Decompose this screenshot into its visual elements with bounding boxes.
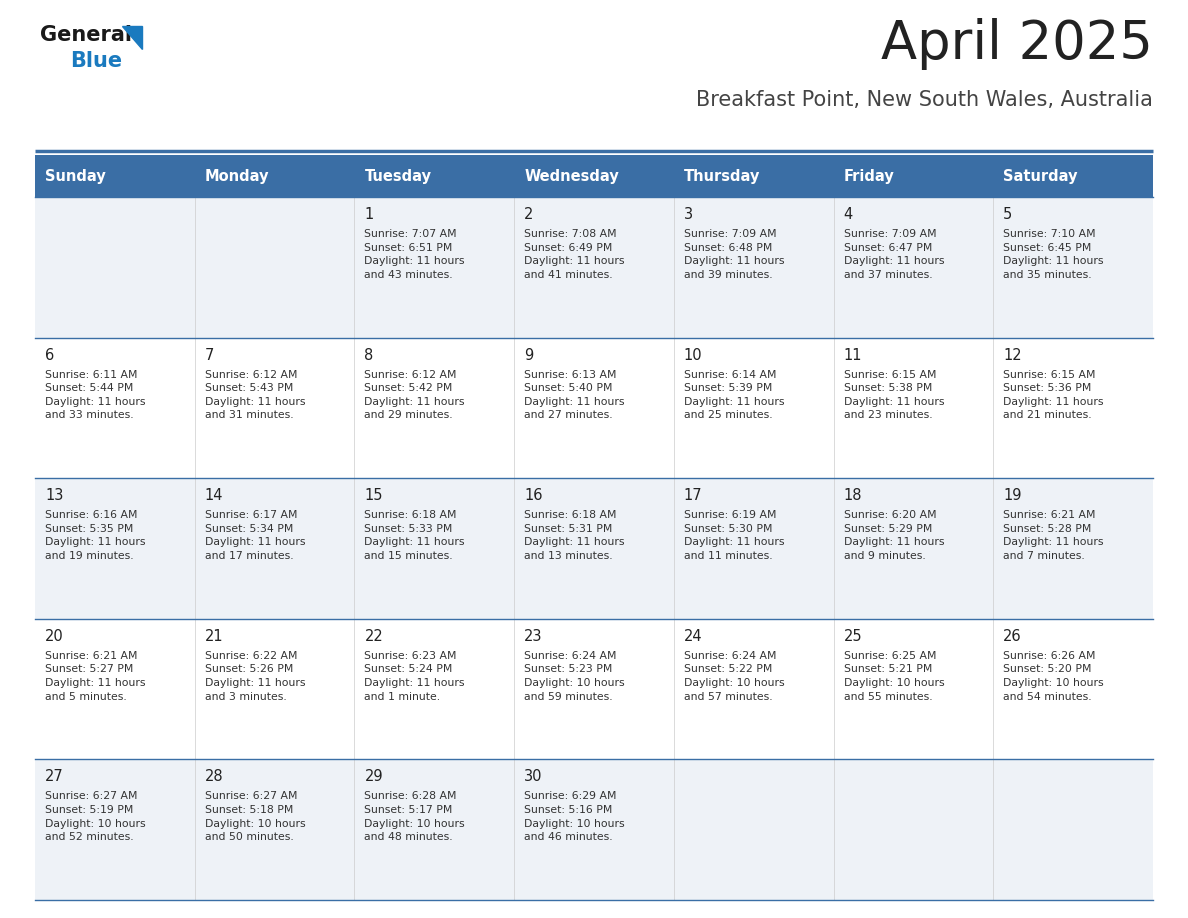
Text: Sunrise: 6:19 AM
Sunset: 5:30 PM
Daylight: 11 hours
and 11 minutes.: Sunrise: 6:19 AM Sunset: 5:30 PM Dayligh… xyxy=(684,510,784,561)
Text: Sunrise: 6:23 AM
Sunset: 5:24 PM
Daylight: 11 hours
and 1 minute.: Sunrise: 6:23 AM Sunset: 5:24 PM Dayligh… xyxy=(365,651,465,701)
Text: 27: 27 xyxy=(45,769,64,784)
Text: 12: 12 xyxy=(1004,348,1022,363)
Text: 21: 21 xyxy=(204,629,223,644)
Text: Sunrise: 6:18 AM
Sunset: 5:33 PM
Daylight: 11 hours
and 15 minutes.: Sunrise: 6:18 AM Sunset: 5:33 PM Dayligh… xyxy=(365,510,465,561)
Text: 10: 10 xyxy=(684,348,702,363)
Bar xyxy=(34,478,1154,619)
Text: 9: 9 xyxy=(524,348,533,363)
Text: Sunrise: 6:13 AM
Sunset: 5:40 PM
Daylight: 11 hours
and 27 minutes.: Sunrise: 6:13 AM Sunset: 5:40 PM Dayligh… xyxy=(524,370,625,420)
Text: Sunrise: 6:27 AM
Sunset: 5:18 PM
Daylight: 10 hours
and 50 minutes.: Sunrise: 6:27 AM Sunset: 5:18 PM Dayligh… xyxy=(204,791,305,842)
Text: Sunrise: 6:28 AM
Sunset: 5:17 PM
Daylight: 10 hours
and 48 minutes.: Sunrise: 6:28 AM Sunset: 5:17 PM Dayligh… xyxy=(365,791,465,842)
Text: 14: 14 xyxy=(204,488,223,503)
Text: 29: 29 xyxy=(365,769,383,784)
Text: 22: 22 xyxy=(365,629,384,644)
Text: 3: 3 xyxy=(684,207,693,222)
Text: Sunrise: 6:25 AM
Sunset: 5:21 PM
Daylight: 10 hours
and 55 minutes.: Sunrise: 6:25 AM Sunset: 5:21 PM Dayligh… xyxy=(843,651,944,701)
Text: Sunday: Sunday xyxy=(45,169,106,184)
Text: 16: 16 xyxy=(524,488,543,503)
Text: Sunrise: 7:09 AM
Sunset: 6:48 PM
Daylight: 11 hours
and 39 minutes.: Sunrise: 7:09 AM Sunset: 6:48 PM Dayligh… xyxy=(684,229,784,280)
Text: Sunrise: 6:27 AM
Sunset: 5:19 PM
Daylight: 10 hours
and 52 minutes.: Sunrise: 6:27 AM Sunset: 5:19 PM Dayligh… xyxy=(45,791,146,842)
Bar xyxy=(34,759,1154,900)
Text: Sunrise: 6:12 AM
Sunset: 5:42 PM
Daylight: 11 hours
and 29 minutes.: Sunrise: 6:12 AM Sunset: 5:42 PM Dayligh… xyxy=(365,370,465,420)
Text: Sunrise: 6:17 AM
Sunset: 5:34 PM
Daylight: 11 hours
and 17 minutes.: Sunrise: 6:17 AM Sunset: 5:34 PM Dayligh… xyxy=(204,510,305,561)
Text: Wednesday: Wednesday xyxy=(524,169,619,184)
Text: Sunrise: 6:15 AM
Sunset: 5:36 PM
Daylight: 11 hours
and 21 minutes.: Sunrise: 6:15 AM Sunset: 5:36 PM Dayligh… xyxy=(1004,370,1104,420)
Bar xyxy=(34,338,1154,478)
Text: Sunrise: 6:14 AM
Sunset: 5:39 PM
Daylight: 11 hours
and 25 minutes.: Sunrise: 6:14 AM Sunset: 5:39 PM Dayligh… xyxy=(684,370,784,420)
Text: Sunrise: 6:15 AM
Sunset: 5:38 PM
Daylight: 11 hours
and 23 minutes.: Sunrise: 6:15 AM Sunset: 5:38 PM Dayligh… xyxy=(843,370,944,420)
Text: Saturday: Saturday xyxy=(1004,169,1078,184)
Text: 15: 15 xyxy=(365,488,383,503)
Text: 11: 11 xyxy=(843,348,862,363)
Text: Blue: Blue xyxy=(70,51,122,71)
Text: 19: 19 xyxy=(1004,488,1022,503)
Text: Sunrise: 7:09 AM
Sunset: 6:47 PM
Daylight: 11 hours
and 37 minutes.: Sunrise: 7:09 AM Sunset: 6:47 PM Dayligh… xyxy=(843,229,944,280)
Text: 4: 4 xyxy=(843,207,853,222)
Text: Monday: Monday xyxy=(204,169,270,184)
Bar xyxy=(34,619,1154,759)
Text: 13: 13 xyxy=(45,488,63,503)
Text: 1: 1 xyxy=(365,207,374,222)
Text: 26: 26 xyxy=(1004,629,1022,644)
Text: 2: 2 xyxy=(524,207,533,222)
Text: Sunrise: 6:21 AM
Sunset: 5:28 PM
Daylight: 11 hours
and 7 minutes.: Sunrise: 6:21 AM Sunset: 5:28 PM Dayligh… xyxy=(1004,510,1104,561)
Text: April 2025: April 2025 xyxy=(881,18,1154,70)
Text: Sunrise: 6:18 AM
Sunset: 5:31 PM
Daylight: 11 hours
and 13 minutes.: Sunrise: 6:18 AM Sunset: 5:31 PM Dayligh… xyxy=(524,510,625,561)
Text: Sunrise: 6:11 AM
Sunset: 5:44 PM
Daylight: 11 hours
and 33 minutes.: Sunrise: 6:11 AM Sunset: 5:44 PM Dayligh… xyxy=(45,370,145,420)
Polygon shape xyxy=(122,26,143,49)
Text: 24: 24 xyxy=(684,629,702,644)
Text: Sunrise: 6:16 AM
Sunset: 5:35 PM
Daylight: 11 hours
and 19 minutes.: Sunrise: 6:16 AM Sunset: 5:35 PM Dayligh… xyxy=(45,510,145,561)
Text: Sunrise: 6:24 AM
Sunset: 5:23 PM
Daylight: 10 hours
and 59 minutes.: Sunrise: 6:24 AM Sunset: 5:23 PM Dayligh… xyxy=(524,651,625,701)
Text: Sunrise: 6:20 AM
Sunset: 5:29 PM
Daylight: 11 hours
and 9 minutes.: Sunrise: 6:20 AM Sunset: 5:29 PM Dayligh… xyxy=(843,510,944,561)
Text: Sunrise: 7:08 AM
Sunset: 6:49 PM
Daylight: 11 hours
and 41 minutes.: Sunrise: 7:08 AM Sunset: 6:49 PM Dayligh… xyxy=(524,229,625,280)
Text: Breakfast Point, New South Wales, Australia: Breakfast Point, New South Wales, Austra… xyxy=(696,90,1154,110)
Text: 25: 25 xyxy=(843,629,862,644)
Bar xyxy=(34,155,1154,197)
Text: General: General xyxy=(40,25,132,45)
Text: 23: 23 xyxy=(524,629,543,644)
Text: Sunrise: 6:26 AM
Sunset: 5:20 PM
Daylight: 10 hours
and 54 minutes.: Sunrise: 6:26 AM Sunset: 5:20 PM Dayligh… xyxy=(1004,651,1104,701)
Text: 28: 28 xyxy=(204,769,223,784)
Bar xyxy=(34,197,1154,338)
Text: Thursday: Thursday xyxy=(684,169,760,184)
Text: Sunrise: 6:29 AM
Sunset: 5:16 PM
Daylight: 10 hours
and 46 minutes.: Sunrise: 6:29 AM Sunset: 5:16 PM Dayligh… xyxy=(524,791,625,842)
Text: Tuesday: Tuesday xyxy=(365,169,431,184)
Text: 18: 18 xyxy=(843,488,862,503)
Text: Sunrise: 6:21 AM
Sunset: 5:27 PM
Daylight: 11 hours
and 5 minutes.: Sunrise: 6:21 AM Sunset: 5:27 PM Dayligh… xyxy=(45,651,145,701)
Text: 30: 30 xyxy=(524,769,543,784)
Text: 8: 8 xyxy=(365,348,374,363)
Text: Sunrise: 7:07 AM
Sunset: 6:51 PM
Daylight: 11 hours
and 43 minutes.: Sunrise: 7:07 AM Sunset: 6:51 PM Dayligh… xyxy=(365,229,465,280)
Text: Sunrise: 6:24 AM
Sunset: 5:22 PM
Daylight: 10 hours
and 57 minutes.: Sunrise: 6:24 AM Sunset: 5:22 PM Dayligh… xyxy=(684,651,784,701)
Text: Sunrise: 6:12 AM
Sunset: 5:43 PM
Daylight: 11 hours
and 31 minutes.: Sunrise: 6:12 AM Sunset: 5:43 PM Dayligh… xyxy=(204,370,305,420)
Text: Sunrise: 7:10 AM
Sunset: 6:45 PM
Daylight: 11 hours
and 35 minutes.: Sunrise: 7:10 AM Sunset: 6:45 PM Dayligh… xyxy=(1004,229,1104,280)
Text: Sunrise: 6:22 AM
Sunset: 5:26 PM
Daylight: 11 hours
and 3 minutes.: Sunrise: 6:22 AM Sunset: 5:26 PM Dayligh… xyxy=(204,651,305,701)
Text: 17: 17 xyxy=(684,488,702,503)
Text: 20: 20 xyxy=(45,629,64,644)
Text: Friday: Friday xyxy=(843,169,895,184)
Text: 6: 6 xyxy=(45,348,55,363)
Text: 5: 5 xyxy=(1004,207,1012,222)
Text: 7: 7 xyxy=(204,348,214,363)
